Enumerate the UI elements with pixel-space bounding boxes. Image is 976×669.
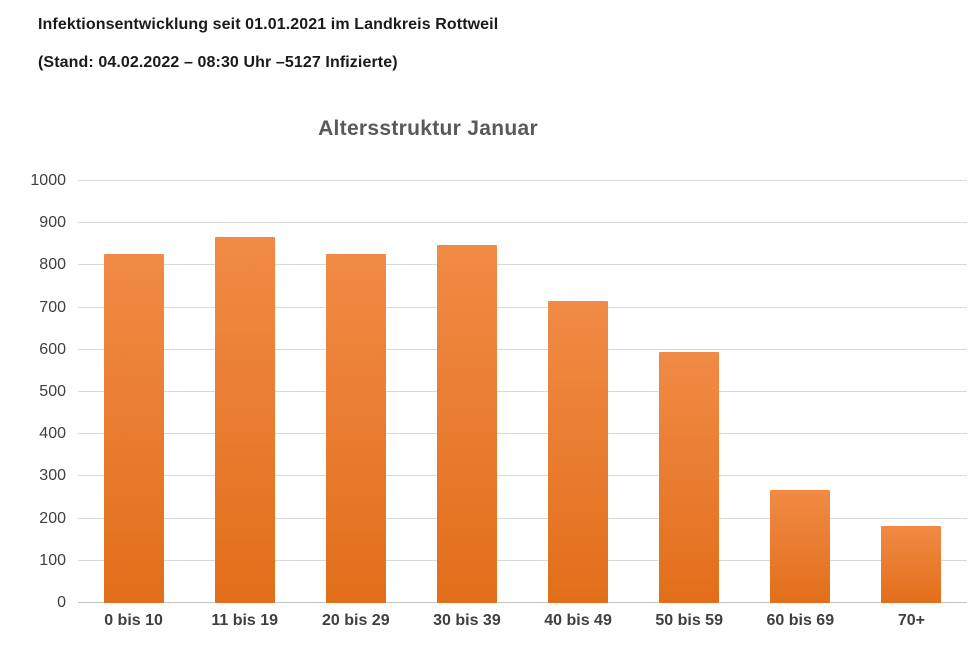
bar	[214, 236, 275, 603]
gridline	[78, 602, 967, 603]
gridline	[78, 180, 967, 181]
bar	[659, 351, 720, 603]
bar-series	[78, 181, 967, 603]
gridline	[78, 517, 967, 519]
y-tick-label: 700	[39, 298, 66, 316]
y-tick-label: 300	[39, 467, 66, 485]
x-axis: 0 bis 10 11 bis 19 20 bis 29 30 bis 39 40 bi…	[78, 612, 967, 630]
bar	[103, 253, 164, 603]
bar-slot	[78, 181, 189, 603]
x-tick-label: 70+	[897, 612, 925, 629]
y-tick-label: 600	[39, 340, 66, 358]
bar-slot	[189, 181, 300, 603]
y-tick-label: 1000	[30, 172, 66, 189]
x-tick-label: 60 bis 69	[766, 612, 835, 629]
bar-slot	[634, 181, 745, 603]
bar-slot	[856, 181, 967, 603]
y-tick-label: 0	[57, 594, 66, 611]
bar-slot	[300, 181, 411, 603]
bar-slot	[523, 181, 634, 603]
gridline	[78, 306, 967, 308]
bar-slot	[745, 181, 856, 603]
plot-area	[78, 180, 967, 603]
gridline	[78, 222, 967, 224]
bar	[436, 245, 497, 603]
x-tick-label: 40 bis 49	[544, 612, 612, 629]
gridline	[78, 433, 967, 435]
x-tick-label: 11 bis 19	[211, 612, 279, 629]
gridline	[78, 348, 967, 350]
bar	[881, 525, 942, 603]
report-status-line: (Stand: 04.02.2022 – 08:30 Uhr –5127 Inf…	[38, 54, 398, 71]
report-title: Infektionsentwicklung seit 01.01.2021 im…	[38, 16, 499, 33]
report-header: Infektionsentwicklung seit 01.01.2021 im…	[38, 16, 498, 72]
gridline	[78, 475, 967, 477]
y-tick-label: 500	[39, 383, 66, 400]
bar	[548, 301, 609, 603]
y-tick-label: 200	[39, 509, 66, 527]
bar-slot	[411, 181, 522, 603]
bar	[770, 489, 831, 603]
x-tick-label: 50 bis 59	[655, 612, 723, 629]
gridline	[78, 264, 967, 266]
y-tick-label: 900	[39, 214, 66, 232]
y-tick-label: 100	[39, 551, 66, 569]
x-tick-label: 0 bis 10	[104, 612, 163, 629]
y-axis: 0 100 200 300 400 500 600 700 800 900 1000	[0, 172, 66, 611]
gridline	[78, 391, 967, 392]
bar	[325, 253, 386, 603]
y-tick-label: 400	[39, 425, 66, 443]
gridline	[78, 559, 967, 561]
y-tick-label: 800	[39, 256, 66, 274]
x-tick-label: 20 bis 29	[322, 612, 390, 629]
chart-title: Altersstruktur Januar	[318, 117, 538, 140]
x-tick-label: 30 bis 39	[433, 612, 501, 629]
